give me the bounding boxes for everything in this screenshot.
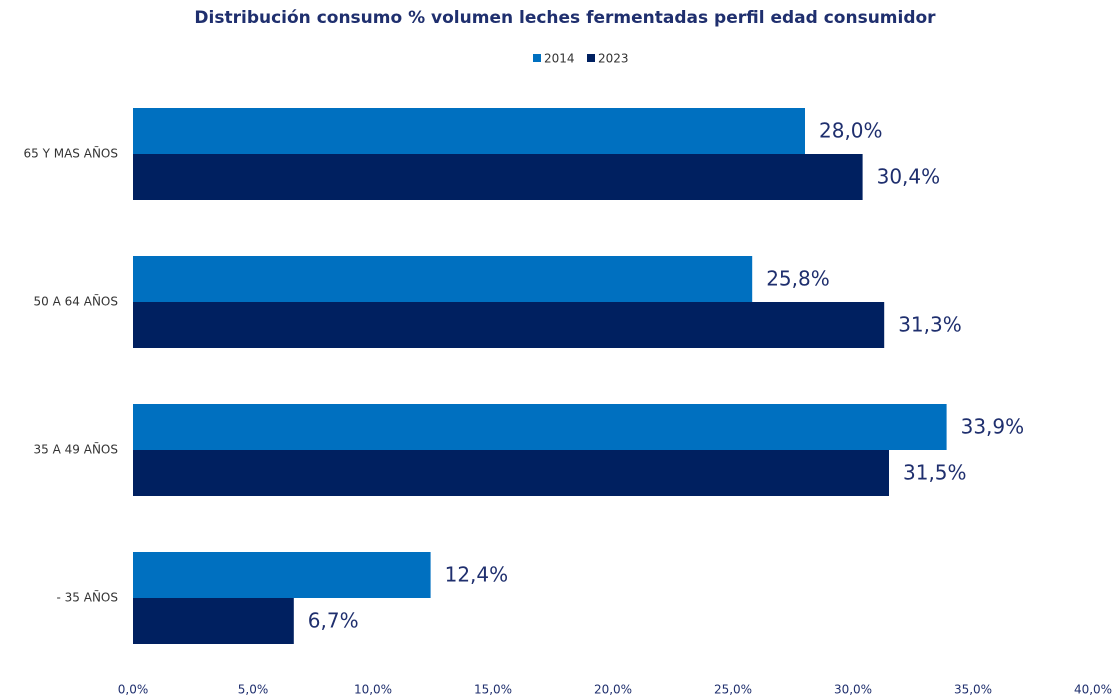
y-tick-label: - 35 AÑOS (57, 590, 118, 605)
value-label: 25,8% (766, 267, 830, 291)
legend-label: 2023 (598, 52, 629, 66)
x-tick-label: 0,0% (118, 683, 149, 697)
bar (133, 108, 805, 154)
value-label: 31,5% (903, 461, 967, 485)
x-tick-label: 20,0% (594, 683, 632, 697)
x-tick-label: 5,0% (238, 683, 269, 697)
value-label: 28,0% (819, 119, 883, 143)
y-tick-label: 35 A 49 AÑOS (34, 442, 118, 457)
legend-label: 2014 (544, 52, 575, 66)
x-tick-label: 35,0% (954, 683, 992, 697)
y-tick-label: 65 Y MAS AÑOS (24, 146, 118, 161)
value-label: 6,7% (308, 609, 359, 633)
bar (133, 598, 294, 644)
bar (133, 404, 947, 450)
value-label: 12,4% (445, 563, 509, 587)
bar (133, 154, 863, 200)
bar (133, 302, 885, 348)
x-tick-label: 25,0% (714, 683, 752, 697)
value-label: 30,4% (877, 165, 941, 189)
value-label: 31,3% (898, 313, 962, 337)
chart-title: Distribución consumo % volumen leches fe… (194, 8, 936, 28)
x-tick-label: 15,0% (474, 683, 512, 697)
value-label: 33,9% (961, 415, 1025, 439)
y-tick-label: 50 A 64 AÑOS (34, 294, 118, 309)
bar (133, 450, 889, 496)
bar (133, 552, 431, 598)
x-tick-label: 40,0% (1074, 683, 1112, 697)
x-tick-label: 10,0% (354, 683, 392, 697)
bar (133, 256, 753, 302)
legend-swatch (587, 54, 595, 62)
x-tick-label: 30,0% (834, 683, 872, 697)
legend-swatch (533, 54, 541, 62)
